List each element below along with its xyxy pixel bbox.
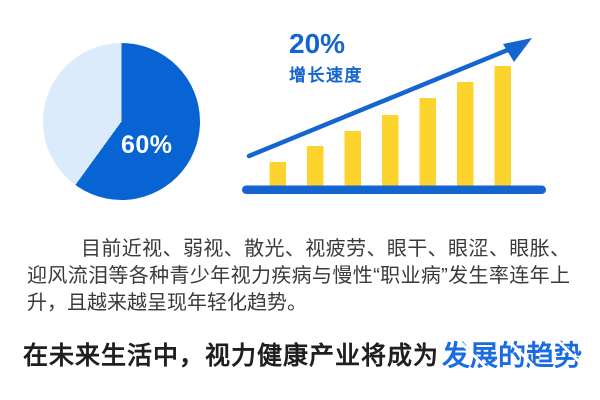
pie-slice-label: 60% xyxy=(121,131,173,159)
growth-rate-value: 20% xyxy=(289,28,346,59)
bar xyxy=(269,162,286,186)
bar xyxy=(382,115,399,186)
footer-highlight-text: 发展的趋势 xyxy=(442,340,583,371)
bar xyxy=(344,131,361,186)
pie-chart: 60% xyxy=(43,43,200,200)
growth-rate-label: 增长速度 xyxy=(289,66,363,86)
growth-annotation: 20% 增长速度 xyxy=(289,29,363,86)
trend-arrow-head xyxy=(503,38,532,62)
bars-group xyxy=(269,66,511,186)
baseline xyxy=(242,185,546,194)
trend-arrow-line xyxy=(246,46,513,159)
footer-prefix-text: 在未来生活中，视力健康产业将成为 xyxy=(23,342,440,370)
bar xyxy=(307,146,324,186)
bar xyxy=(494,66,511,186)
body-paragraph: 目前近视、弱视、散光、视疲劳、眼干、眼涩、眼胀、迎风流泪等各种青少年视力疾病与慢… xyxy=(27,238,570,314)
bar xyxy=(457,82,474,186)
footer-headline: 在未来生活中，视力健康产业将成为 发展的趋势 xyxy=(23,334,582,374)
bar xyxy=(419,98,436,186)
